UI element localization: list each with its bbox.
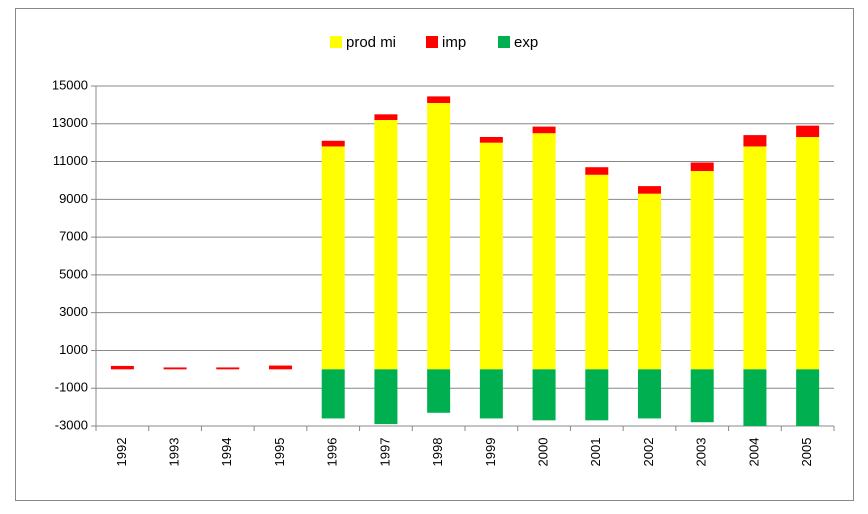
bar-segment bbox=[374, 120, 398, 370]
x-tick-label: 2002 bbox=[641, 438, 656, 467]
y-tick-label: 7000 bbox=[59, 229, 88, 244]
y-tick-label: 5000 bbox=[59, 266, 88, 281]
x-tick-label: 1992 bbox=[114, 438, 129, 467]
bar-segment bbox=[796, 137, 820, 370]
bar-segment bbox=[743, 146, 767, 370]
bar-segment bbox=[638, 186, 661, 194]
bar-segment bbox=[321, 146, 345, 370]
x-tick-label: 1995 bbox=[272, 438, 287, 467]
bar-segment bbox=[796, 369, 820, 426]
x-tick-label: 2000 bbox=[536, 438, 551, 467]
x-tick-label: 2001 bbox=[588, 438, 603, 467]
bar-segment bbox=[110, 365, 134, 370]
legend-swatch bbox=[330, 36, 342, 48]
bar-segment bbox=[690, 171, 714, 370]
bar-segment bbox=[427, 103, 451, 370]
legend-swatch bbox=[498, 36, 510, 48]
x-tick-label: 1999 bbox=[483, 438, 498, 467]
x-tick-label: 1993 bbox=[167, 438, 182, 467]
x-tick-label: 2004 bbox=[746, 438, 761, 467]
bar-segment bbox=[479, 142, 503, 370]
bar-segment bbox=[743, 135, 767, 147]
x-tick-label: 1994 bbox=[219, 438, 234, 467]
x-tick-label: 1997 bbox=[377, 438, 392, 467]
legend-label: prod mi bbox=[346, 34, 396, 51]
legend-label: exp bbox=[514, 34, 538, 51]
bar-segment bbox=[743, 369, 767, 426]
bar-segment bbox=[163, 367, 187, 370]
bar-segment bbox=[479, 137, 503, 143]
y-tick-label: 9000 bbox=[59, 191, 88, 206]
y-tick-label: 3000 bbox=[59, 304, 88, 319]
bar-segment bbox=[532, 369, 556, 421]
y-tick-label: -1000 bbox=[55, 380, 88, 395]
bar-segment bbox=[479, 369, 503, 419]
bar-segment bbox=[638, 369, 661, 419]
bar-segment bbox=[374, 369, 398, 425]
x-tick-label: 1998 bbox=[430, 438, 445, 467]
legend-swatch bbox=[426, 36, 438, 48]
bar-segment bbox=[796, 125, 820, 137]
y-tick-label: 11000 bbox=[53, 153, 88, 168]
bar-segment bbox=[638, 193, 661, 370]
bar-segment bbox=[690, 162, 714, 171]
bar-segment bbox=[585, 167, 609, 175]
y-tick-label: 1000 bbox=[59, 342, 88, 357]
x-tick-label: 2005 bbox=[799, 438, 814, 467]
bar-segment bbox=[427, 96, 451, 103]
y-tick-label: 13000 bbox=[52, 115, 88, 130]
bar-segment bbox=[690, 369, 714, 423]
y-tick-label: 15000 bbox=[52, 77, 88, 92]
bar-segment bbox=[269, 365, 292, 370]
bar-segment bbox=[321, 140, 345, 147]
bar-segment bbox=[585, 174, 609, 370]
bar-segment bbox=[532, 133, 556, 370]
legend-label: imp bbox=[442, 34, 466, 51]
x-tick-label: 2003 bbox=[694, 438, 709, 467]
bar-segment bbox=[532, 126, 556, 134]
bar-segment bbox=[427, 369, 451, 413]
bar-segment bbox=[216, 367, 240, 370]
y-tick-label: -3000 bbox=[55, 417, 88, 432]
x-tick-label: 1996 bbox=[325, 438, 340, 467]
bar-segment bbox=[585, 369, 609, 421]
bar-segment bbox=[321, 369, 345, 419]
bar-segment bbox=[374, 114, 398, 120]
